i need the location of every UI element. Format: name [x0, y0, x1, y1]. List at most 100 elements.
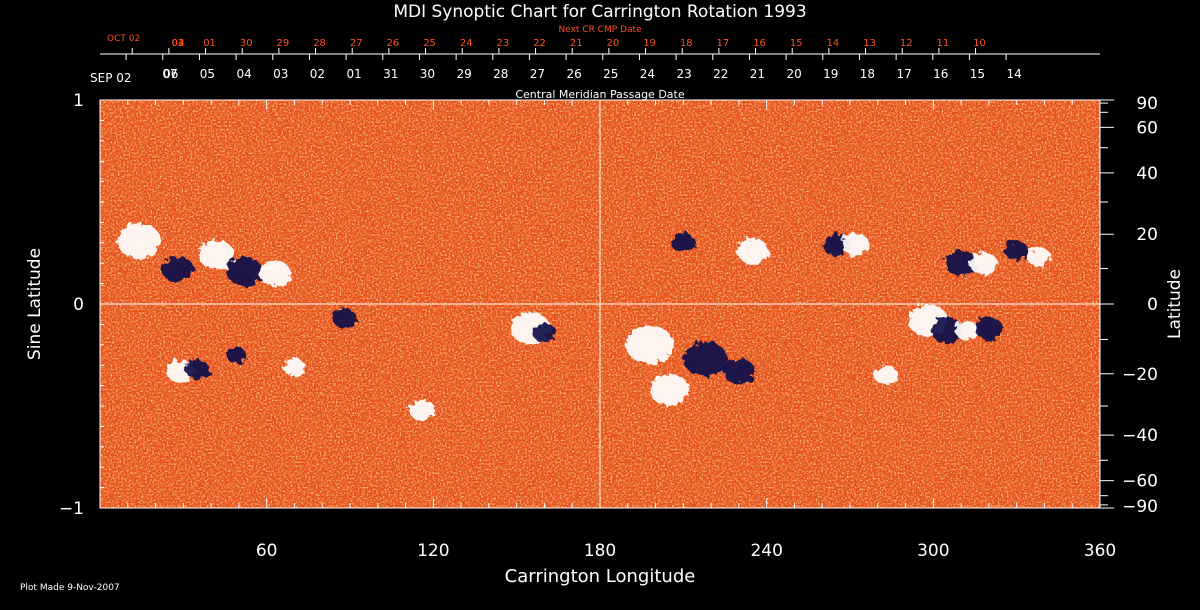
cmp-date: 21	[750, 67, 765, 81]
positive-region-14	[649, 373, 690, 406]
negative-region-16	[722, 358, 755, 385]
next-cr-date: 17	[717, 38, 730, 49]
next-cr-start-label: OCT 02	[107, 34, 140, 44]
right-tick-label: 40	[1136, 164, 1158, 184]
positive-region-4	[259, 260, 291, 287]
cmp-date: 15	[970, 67, 985, 81]
right-tick-label: 90	[1136, 94, 1158, 114]
negative-region-23	[931, 317, 964, 344]
negative-region-6	[185, 359, 210, 379]
x-tick-label: 240	[750, 541, 782, 561]
negative-region-17	[671, 233, 696, 253]
next-cr-date: 10	[973, 38, 986, 49]
right-tick-label: −40	[1122, 426, 1158, 446]
right-tick-label: −20	[1122, 365, 1158, 385]
next-cr-date: 02	[172, 38, 185, 49]
y-axis-label-right: Latitude	[1165, 269, 1185, 339]
chart-title: MDI Synoptic Chart for Carrington Rotati…	[393, 2, 806, 22]
cmp-date: 18	[860, 67, 875, 81]
cmp-axis-label: Central Meridian Passage Date	[515, 88, 684, 101]
next-cr-date: 16	[753, 38, 766, 49]
right-tick-label: −90	[1122, 497, 1158, 517]
cmp-date: 06	[163, 67, 178, 81]
left-tick-label: −1	[59, 499, 84, 519]
cmp-date: 04	[236, 67, 251, 81]
right-tick-label: 60	[1136, 118, 1158, 138]
positive-region-20	[841, 233, 870, 257]
negative-region-25	[974, 317, 1003, 340]
left-tick-labels: 1 0 −1	[59, 91, 84, 519]
positive-region-8	[283, 358, 306, 377]
next-cr-date: 13	[863, 38, 876, 49]
next-cr-date: 14	[827, 38, 840, 49]
plot-made-note: Plot Made 9-Nov-2007	[20, 583, 120, 593]
right-tick-label: −60	[1122, 472, 1158, 492]
negative-region-1	[161, 256, 194, 283]
cmp-date: 01	[346, 67, 361, 81]
x-tick-labels: 60 120 180 240 300 360	[256, 541, 1116, 561]
negative-region-15	[683, 341, 728, 377]
cmp-date: 19	[823, 67, 838, 81]
cmp-date: 05	[200, 67, 215, 81]
negative-region-3	[226, 256, 263, 286]
negative-region-7	[226, 347, 247, 363]
cmp-date: 31	[383, 67, 398, 81]
cmp-date: 30	[420, 67, 435, 81]
left-tick-label: 0	[73, 295, 84, 315]
next-cr-date: 28	[313, 38, 326, 49]
right-tick-label: 0	[1147, 295, 1158, 315]
cmp-date: 17	[896, 67, 911, 81]
negative-region-9	[332, 308, 357, 328]
next-cr-date: 25	[423, 38, 436, 49]
next-cr-date: 23	[497, 38, 510, 49]
cmp-date: 22	[713, 67, 728, 81]
next-cr-date: 26	[387, 38, 400, 49]
cmp-date: 27	[530, 67, 545, 81]
positive-region-29	[1026, 247, 1051, 267]
cmp-start-label: SEP 02	[90, 71, 132, 85]
positive-region-21	[874, 365, 899, 385]
next-cr-date: 27	[350, 38, 363, 49]
cmp-date: 23	[676, 67, 691, 81]
negative-region-12	[532, 322, 557, 343]
cmp-date: 20	[786, 67, 801, 81]
next-cr-date: 15	[790, 38, 803, 49]
positive-region-0	[116, 223, 161, 259]
positive-region-13	[626, 325, 674, 364]
positive-region-10	[409, 399, 436, 421]
cmp-date: 14	[1006, 67, 1021, 81]
cmp-date: 03	[273, 67, 288, 81]
next-cr-date: 24	[460, 38, 473, 49]
x-tick-label: 300	[917, 541, 949, 561]
positive-region-2	[198, 240, 235, 270]
y-axis-label-left: Sine Latitude	[25, 248, 45, 360]
next-cr-date: 18	[680, 38, 693, 49]
right-tick-labels: 90 60 40 20 0 −20 −40 −60 −90	[1122, 94, 1158, 517]
next-cr-date: 19	[643, 38, 656, 49]
cmp-date: 16	[933, 67, 948, 81]
positive-region-27	[969, 252, 998, 275]
positive-region-24	[954, 320, 979, 341]
negative-region-19	[822, 233, 851, 257]
cmp-date: 07	[162, 67, 177, 81]
positive-region-18	[736, 238, 769, 264]
next-cr-date: 04	[172, 38, 185, 49]
x-axis-label: Carrington Longitude	[505, 566, 696, 587]
next-cr-date: 20	[607, 38, 620, 49]
cmp-date: 29	[456, 67, 471, 81]
next-cr-date: 30	[240, 38, 253, 49]
next-cr-date: 11	[937, 38, 950, 49]
right-tick-label: 20	[1136, 225, 1158, 245]
plot-field	[100, 100, 1100, 508]
axis-ticks	[99, 48, 1114, 509]
cmp-date: 25	[603, 67, 618, 81]
cmp-date: 02	[310, 67, 325, 81]
cmp-date: 24	[640, 67, 655, 81]
next-cr-date: 01	[203, 38, 216, 49]
x-tick-label: 360	[1084, 541, 1116, 561]
x-tick-label: 180	[584, 541, 616, 561]
x-tick-label: 60	[256, 541, 278, 561]
